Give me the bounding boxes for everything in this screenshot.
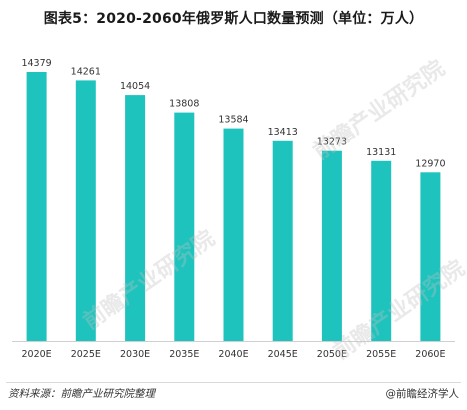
footer-divider: [6, 382, 461, 383]
bar-2050E: [321, 150, 342, 341]
value-label-2020E: 14379: [21, 58, 51, 69]
x-tick-label-2025E: 2025E: [71, 349, 101, 360]
value-label-2055E: 13131: [366, 147, 396, 158]
value-label-2035E: 13808: [169, 99, 199, 110]
value-label-2050E: 13273: [317, 137, 347, 148]
x-tick-label-2050E: 2050E: [317, 349, 347, 360]
chart-title: 图表5：2020-2060年俄罗斯人口数量预测（单位：万人）: [43, 11, 424, 27]
bar-2030E: [125, 95, 146, 341]
bars-group: [26, 72, 441, 342]
x-tick-label-2055E: 2055E: [366, 349, 396, 360]
x-tick-label-2035E: 2035E: [169, 349, 199, 360]
bar-2035E: [174, 112, 195, 341]
value-label-2030E: 14054: [120, 81, 150, 92]
brand-credit: @前瞻经济学人: [385, 388, 460, 400]
x-tick-label-2040E: 2040E: [218, 349, 248, 360]
bar-2045E: [272, 140, 293, 341]
x-tick-label-2060E: 2060E: [415, 349, 445, 360]
x-tick-label-2045E: 2045E: [268, 349, 298, 360]
bar-2055E: [371, 160, 392, 341]
x-tick-labels-group: 2020E 2025E 2030E 2035E 2040E 2045E 2050E 2055E…: [22, 349, 446, 360]
value-label-2060E: 12970: [415, 158, 445, 169]
value-labels-group: 14379 14261 14054 13808 13584 13413 13273 13131…: [21, 58, 445, 169]
x-tick-label-2030E: 2030E: [120, 349, 150, 360]
bar-2020E: [26, 72, 47, 341]
bar-2060E: [420, 172, 441, 341]
value-label-2045E: 13413: [268, 127, 298, 138]
value-label-2025E: 14261: [71, 66, 101, 77]
bar-2025E: [75, 80, 96, 342]
x-tick-label-2020E: 2020E: [22, 349, 52, 360]
bar-2040E: [223, 128, 244, 341]
source-note: 资料来源：前瞻产业研究院整理: [8, 388, 155, 400]
value-label-2040E: 13584: [218, 115, 248, 126]
